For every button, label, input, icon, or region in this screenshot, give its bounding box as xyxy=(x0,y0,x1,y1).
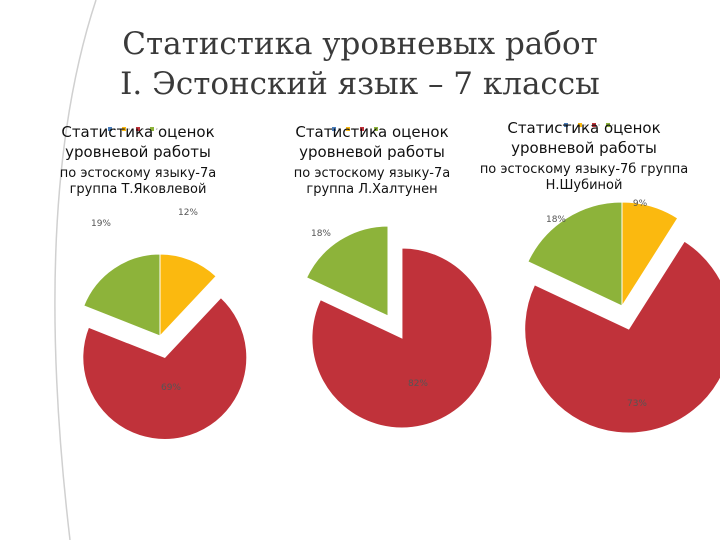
pie-chart-3-subtitle-line-1: по эстоскому языку-7б группа xyxy=(479,162,689,177)
pie-chart-1-slice-2-label: 69% xyxy=(161,383,181,393)
pie-chart-2-legend-label: 2 xyxy=(379,127,382,131)
pie-chart-1-slice-2 xyxy=(82,296,248,440)
pie-chart-1: 12% 69% 19% 5 4 3 2 Статистика оценок уровнев… xyxy=(20,118,256,440)
pie-chart-2-legend-swatch xyxy=(345,127,350,131)
pie-chart-2-slice-1-label: 82% xyxy=(408,379,428,389)
pie-chart-2-legend-swatch xyxy=(373,127,378,131)
pie-chart-3-slice-3-label: 18% xyxy=(546,215,566,225)
pie-chart-1-subtitle-line-2: группа Т.Яковлевой xyxy=(69,182,207,197)
pie-chart-1-legend-label: 4 xyxy=(127,127,130,131)
pie-chart-1-legend-swatch xyxy=(149,127,154,131)
pie-chart-1-title-line-1: Статистика оценок xyxy=(61,123,215,141)
pie-chart-1-subtitle-line-1: по эстоскому языку-7а xyxy=(59,166,217,181)
pie-chart-1-legend: 5 4 3 2 xyxy=(108,126,158,132)
pie-chart-1-slice-1 xyxy=(159,253,217,338)
pie-chart-2: 82% 18% 5 4 3 2 Статистика оценок уровневой … xyxy=(254,118,493,438)
pie-chart-1-slice-3-label: 19% xyxy=(91,219,111,229)
pie-chart-2-title-line-2: уровневой работы xyxy=(299,143,445,161)
pie-chart-2-legend-item: 5 xyxy=(332,126,340,132)
pie-chart-3-title-line-2: уровневой работы xyxy=(511,139,657,157)
pie-chart-3-legend: 5 4 3 2 xyxy=(564,122,614,128)
pie-chart-2-title-line-1: Статистика оценок xyxy=(295,123,449,141)
pie-chart-3-title-line-1: Статистика оценок xyxy=(507,119,661,137)
slide-title: Статистика уровневых работ I. Эстонский … xyxy=(0,24,720,104)
pie-chart-3-subtitle-line-2: Н.Шубиной xyxy=(545,178,623,193)
pie-chart-2-legend-swatch xyxy=(359,127,364,131)
pie-chart-1-legend-item: 5 xyxy=(108,126,116,132)
pie-chart-3-slice-3 xyxy=(527,201,623,307)
pie-chart-1-legend-swatch xyxy=(108,127,112,131)
pie-chart-1-slice-1-label: 12% xyxy=(178,208,198,218)
pie-chart-3-legend-item: 4 xyxy=(577,122,586,128)
pie-chart-3-plot: 9% 73% 18% xyxy=(524,199,720,434)
pie-chart-2-legend-item: 2 xyxy=(373,126,382,132)
pie-chart-2-legend-swatch xyxy=(332,127,336,131)
pie-chart-3-slice-2-label: 73% xyxy=(627,399,647,409)
pie-chart-1-legend-item: 3 xyxy=(135,126,144,132)
pie-chart-3-legend-swatch xyxy=(564,123,568,127)
pie-chart-3-legend-swatch xyxy=(591,123,596,127)
pie-chart-2-legend: 5 4 3 2 xyxy=(332,126,382,132)
slide-title-line-2: I. Эстонский язык – 7 классы xyxy=(120,66,600,102)
pie-chart-2-subtitle-line-2: группа Л.Халтунен xyxy=(306,182,438,197)
pie-chart-1-legend-label: 5 xyxy=(114,127,116,131)
pie-chart-1-legend-label: 2 xyxy=(155,127,158,131)
pie-chart-1-legend-swatch xyxy=(135,127,140,131)
pie-chart-2-slice-2 xyxy=(305,225,389,317)
pie-chart-1-title-line-2: уровневой работы xyxy=(65,143,211,161)
pie-chart-2-plot: 82% 18% xyxy=(305,225,493,429)
pie-chart-3-legend-item: 2 xyxy=(605,122,614,128)
pie-chart-2-legend-item: 3 xyxy=(359,126,368,132)
pie-chart-2-legend-label: 5 xyxy=(338,127,340,131)
pie-chart-3-legend-swatch xyxy=(605,123,610,127)
pie-chart-1-legend-item: 2 xyxy=(149,126,158,132)
pie-chart-3-legend-item: 5 xyxy=(564,122,572,128)
pie-chart-2-legend-label: 4 xyxy=(351,127,354,131)
pie-chart-3-slice-2 xyxy=(524,240,720,434)
pie-chart-3-legend-item: 3 xyxy=(591,122,600,128)
pie-chart-2-legend-label: 3 xyxy=(365,127,368,131)
pie-chart-3-slice-1-label: 9% xyxy=(633,199,648,209)
pie-chart-1-plot: 12% 69% 19% xyxy=(82,208,248,440)
pie-chart-3: 9% 73% 18% 5 4 3 2 Статистика оценок уровнево… xyxy=(466,118,720,438)
slide-title-line-1: Статистика уровневых работ xyxy=(122,26,598,62)
pie-chart-3-legend-swatch xyxy=(577,123,582,127)
decorative-curve xyxy=(54,0,97,540)
pie-chart-1-legend-item: 4 xyxy=(121,126,130,132)
pie-chart-3-legend-label: 2 xyxy=(611,123,614,127)
pie-chart-2-subtitle-line-1: по эстоскому языку-7а xyxy=(293,166,451,181)
pie-chart-1-slice-3 xyxy=(83,253,161,337)
pie-chart-3-legend-label: 4 xyxy=(583,123,586,127)
pie-chart-1-legend-swatch xyxy=(121,127,126,131)
pie-chart-3-legend-label: 3 xyxy=(597,123,600,127)
pie-chart-2-slice-1 xyxy=(311,247,493,429)
pie-chart-2-legend-item: 4 xyxy=(345,126,354,132)
pie-chart-3-legend-label: 5 xyxy=(570,123,572,127)
pie-chart-2-slice-2-label: 18% xyxy=(311,229,331,239)
pie-chart-1-legend-label: 3 xyxy=(141,127,144,131)
